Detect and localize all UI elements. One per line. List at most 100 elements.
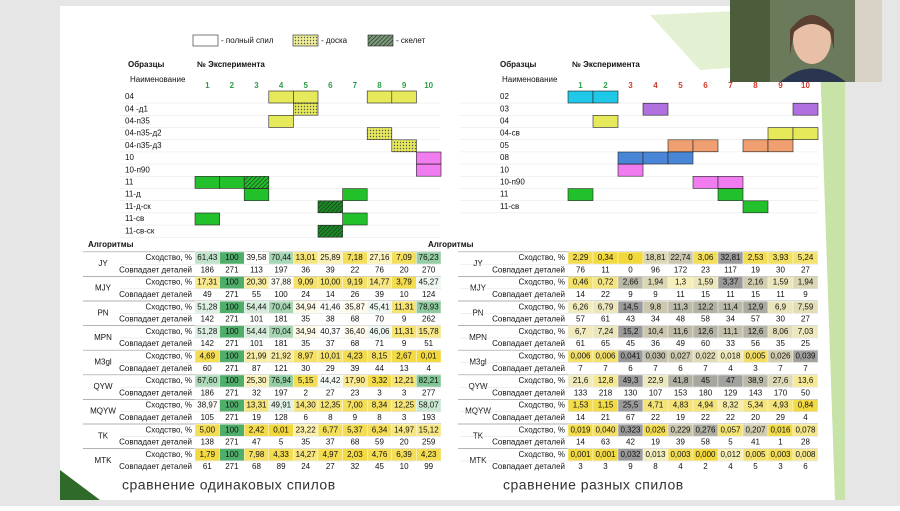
details-value: 96	[651, 265, 660, 274]
similarity-value: 13,01	[296, 253, 317, 262]
row-label: Сходство, %	[146, 352, 192, 361]
row-label: Сходство, %	[519, 352, 565, 361]
similarity-value: 70,04	[271, 302, 292, 311]
details-value: 65	[601, 339, 610, 348]
sample-name: 04-п35	[125, 117, 150, 126]
similarity-value: 34,94	[296, 327, 317, 336]
similarity-value: 2,66	[623, 278, 639, 287]
details-value: 14	[576, 413, 585, 422]
similarity-value: 54,44	[246, 327, 267, 336]
experiment-number: 10	[424, 81, 433, 90]
similarity-value: 0,005	[745, 450, 766, 459]
details-value: 26	[350, 290, 359, 299]
details-value: 11	[726, 290, 735, 299]
similarity-value: 61,43	[197, 253, 218, 262]
row-label: Совпадает деталей	[492, 265, 565, 274]
details-value: 32	[252, 388, 261, 397]
similarity-value: 100	[225, 278, 239, 287]
row-label: Совпадает деталей	[119, 413, 192, 422]
details-value: 4	[803, 413, 808, 422]
sample-name: 04 -д1	[125, 104, 148, 113]
details-value: 3	[603, 462, 608, 471]
details-value: 22	[651, 413, 660, 422]
similarity-value: 2,42	[249, 425, 265, 434]
details-value: 55	[252, 290, 261, 299]
sample-name: 11-св	[500, 202, 519, 211]
details-value: 3	[578, 462, 583, 471]
row-label: Совпадает деталей	[119, 315, 192, 324]
details-value: 138	[201, 438, 215, 447]
details-value: 142	[201, 339, 215, 348]
row-label: Сходство, %	[146, 376, 192, 385]
details-value: 39	[326, 265, 335, 274]
sample-name: 11	[500, 190, 509, 199]
details-value: 8	[377, 413, 382, 422]
row-label: Сходство, %	[519, 253, 565, 262]
details-value: 89	[277, 462, 286, 471]
details-value: 23	[701, 265, 710, 274]
details-value: 9	[353, 413, 358, 422]
similarity-value: 0,01	[421, 352, 437, 361]
details-value: 57	[751, 315, 760, 324]
details-value: 37	[326, 339, 335, 348]
similarity-value: 7,18	[347, 253, 363, 262]
sample-cell-pattern	[293, 103, 318, 116]
sample-cell	[717, 176, 744, 189]
details-value: 35	[776, 339, 785, 348]
row-label: Совпадает деталей	[119, 388, 192, 397]
details-value: 11	[601, 265, 610, 274]
similarity-value: 23,22	[296, 425, 317, 434]
similarity-value: 3,37	[723, 278, 739, 287]
row-label: Совпадает деталей	[119, 438, 192, 447]
sample-cell	[617, 151, 644, 165]
similarity-value: 82,21	[419, 376, 440, 385]
similarity-value: 0,041	[620, 352, 641, 361]
details-value: 7	[603, 364, 608, 373]
experiment-header: № Эксперимента	[572, 60, 640, 69]
experiment-number: 2	[603, 81, 608, 90]
details-value: 4	[426, 364, 431, 373]
similarity-value: 51,28	[197, 327, 218, 336]
details-value: 7	[778, 364, 783, 373]
similarity-value: 14,5	[623, 302, 639, 311]
row-label: Сходство, %	[519, 302, 565, 311]
similarity-value: 3,32	[372, 376, 388, 385]
similarity-value: 6,9	[775, 302, 787, 311]
similarity-value: 54,44	[246, 302, 267, 311]
details-value: 28	[801, 438, 810, 447]
details-value: 87	[252, 364, 261, 373]
details-value: 36	[651, 339, 660, 348]
row-label: Совпадает деталей	[119, 265, 192, 274]
similarity-value: 8,06	[773, 327, 789, 336]
similarity-value: 2,16	[748, 278, 764, 287]
similarity-value: 37,88	[271, 278, 292, 287]
details-value: 68	[350, 339, 359, 348]
details-value: 68	[252, 462, 261, 471]
similarity-value: 14,77	[369, 278, 390, 287]
similarity-value: 4,23	[421, 450, 437, 459]
similarity-value: 2,03	[347, 450, 363, 459]
details-value: 271	[225, 265, 239, 274]
details-value: 35	[301, 438, 310, 447]
details-value: 105	[201, 413, 215, 422]
similarity-value: 0,006	[595, 352, 616, 361]
sample-cell	[592, 115, 619, 128]
details-value: 124	[422, 290, 436, 299]
similarity-value: 10,4	[648, 327, 664, 336]
details-value: 61	[576, 339, 585, 348]
legend-label: - полный спил	[221, 36, 274, 45]
details-value: 30	[301, 364, 310, 373]
sample-cell	[717, 188, 744, 201]
similarity-value: 3,79	[396, 278, 412, 287]
sample-name: 03	[500, 104, 509, 113]
details-value: 34	[651, 315, 660, 324]
row-label: Совпадает деталей	[492, 315, 565, 324]
details-value: 9	[628, 290, 633, 299]
details-value: 143	[749, 388, 763, 397]
similarity-value: 18,81	[645, 253, 666, 262]
sample-cell	[342, 188, 368, 201]
sample-cell	[742, 200, 769, 214]
row-label: Совпадает деталей	[492, 462, 565, 471]
similarity-value: 76,23	[419, 253, 440, 262]
similarity-value: 0,019	[570, 425, 591, 434]
